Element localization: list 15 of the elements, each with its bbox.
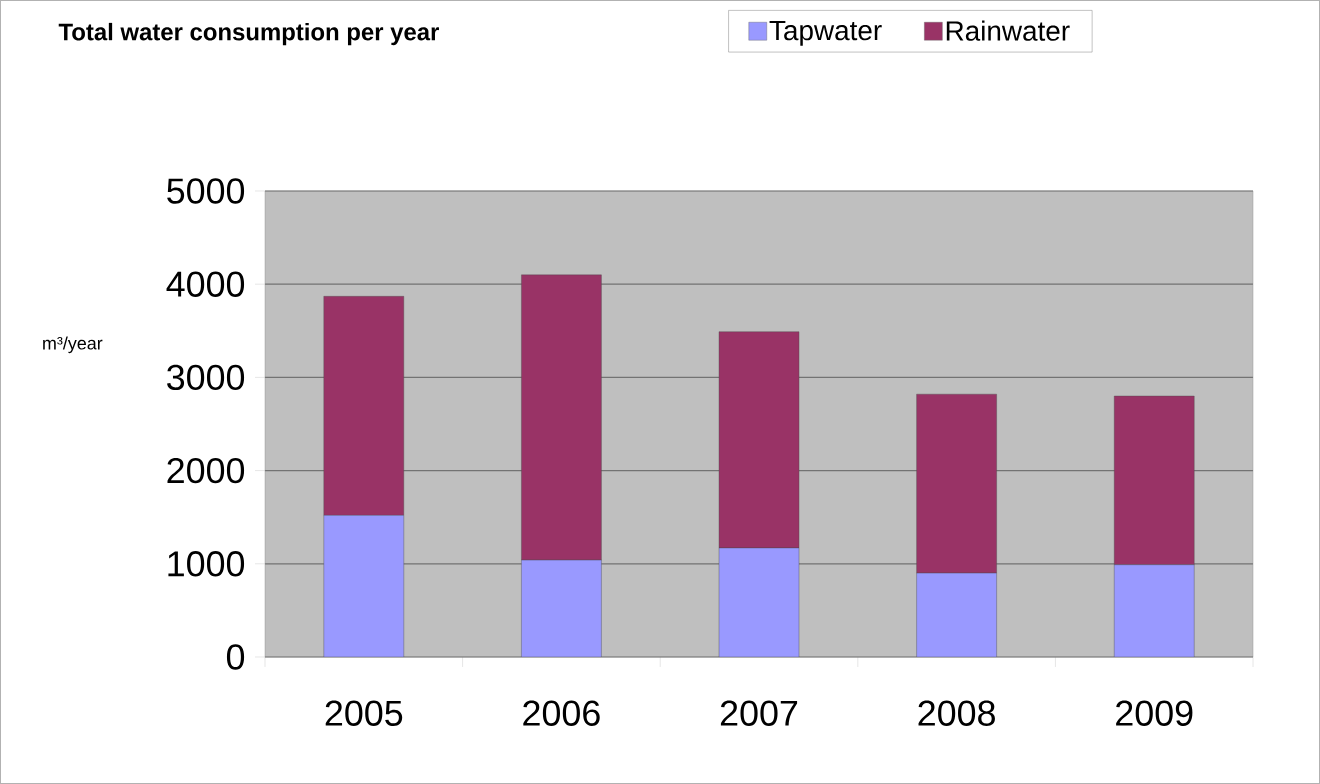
- y-tick-label: 2000: [167, 457, 245, 484]
- legend-label: Tapwater: [769, 20, 882, 46]
- x-tick-label: 2005: [325, 700, 403, 726]
- y-tick-label: 5000: [167, 178, 245, 204]
- y-tick-label: 1000: [168, 551, 245, 577]
- chart-title: Total water consumption per year: [58, 22, 439, 46]
- y-tick-label: 3000: [167, 364, 245, 391]
- y-tick-label: 4000: [166, 271, 245, 297]
- x-tick-label: 2009: [1116, 700, 1193, 726]
- x-tick-label: 2006: [523, 700, 600, 726]
- x-tick-label: 2008: [918, 700, 995, 726]
- y-axis-title: m³/year: [43, 336, 103, 354]
- x-tick-label: 2007: [720, 700, 798, 726]
- y-tick-label: 0: [226, 644, 245, 670]
- legend-label: Rainwater: [946, 20, 1070, 41]
